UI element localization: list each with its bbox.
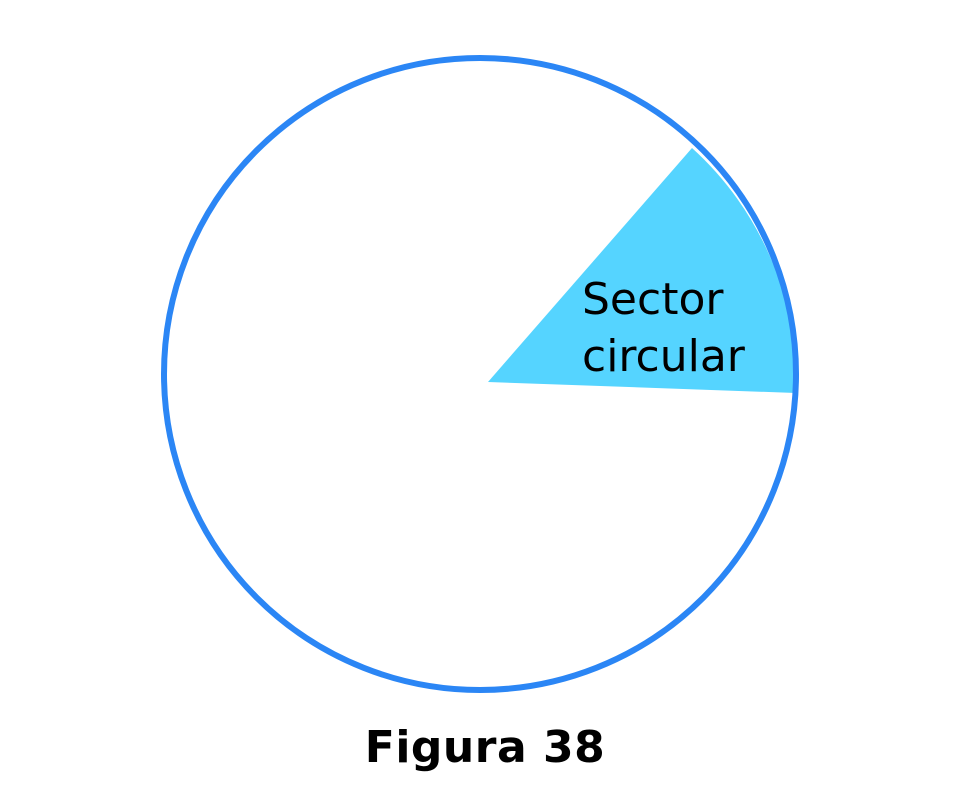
figure-caption: Figura 38 [364,722,606,773]
circular-sector [488,148,797,393]
sector-label-line1: Sector [582,274,724,325]
sector-label-line2: circular [582,331,746,382]
circle-outline [161,55,799,693]
